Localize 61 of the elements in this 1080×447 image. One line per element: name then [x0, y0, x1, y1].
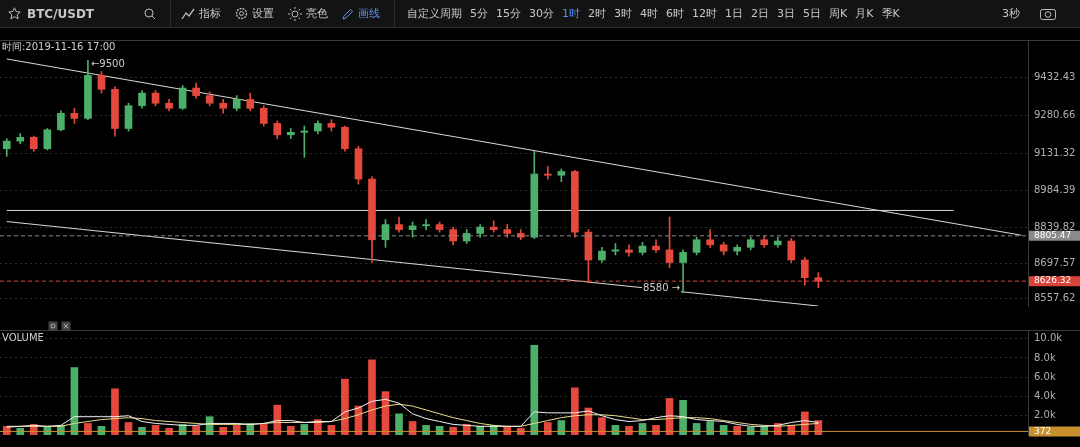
bar	[598, 417, 606, 435]
text: 2日	[751, 6, 770, 21]
text: 设置	[252, 6, 275, 21]
bar	[259, 424, 268, 435]
candlestick	[652, 239, 660, 253]
text: 15分	[496, 6, 522, 21]
y-tick-label: 9280.66	[1034, 109, 1076, 121]
bar	[422, 425, 430, 435]
bar	[706, 421, 714, 435]
y-tick-label: 4.0k	[1034, 390, 1056, 402]
bar	[368, 359, 376, 435]
text: 4时	[640, 6, 659, 21]
y-tick-label: 6.0k	[1034, 370, 1056, 382]
bar	[232, 425, 241, 435]
candlestick	[625, 244, 633, 257]
text: 6时	[666, 6, 685, 21]
text: 月K	[855, 6, 874, 21]
text: 周K	[829, 6, 848, 21]
y-tick-label: 10.0k	[1034, 332, 1063, 344]
bar	[395, 413, 403, 435]
bar	[543, 422, 552, 435]
y-tick-label: 2.0k	[1034, 409, 1056, 421]
bar	[530, 345, 539, 435]
annotation: 时间:2019-11-16 17:00	[2, 40, 116, 52]
chart-title: BTC/USDT	[27, 6, 95, 21]
text: 3秒	[1002, 6, 1020, 21]
text: 1日	[725, 6, 744, 21]
chart-title: VOLUME	[2, 331, 44, 343]
text: 亮色	[306, 6, 329, 21]
text: 自定义周期	[407, 6, 463, 21]
text: 1时	[562, 6, 581, 21]
ref-line-label: 8805.47	[1034, 230, 1072, 241]
text: 画线	[358, 6, 381, 21]
text: 指标	[199, 6, 222, 21]
annotation: 8580 →	[643, 282, 681, 294]
candlestick	[543, 166, 552, 180]
y-tick-label: 8839.82	[1034, 220, 1076, 232]
y-tick-label: 8697.57	[1034, 256, 1076, 268]
y-tick-label: 9131.32	[1034, 147, 1076, 159]
text: 3时	[614, 6, 633, 21]
candlestick	[422, 219, 430, 230]
candlestick	[489, 220, 498, 233]
annotation: ←9500	[90, 57, 125, 69]
text: 3日	[777, 6, 796, 21]
y-tick-label: 8.0k	[1034, 351, 1056, 363]
text: 2时	[588, 6, 607, 21]
y-tick-label: 8984.39	[1034, 184, 1076, 196]
y-tick-label: 8557.62	[1034, 292, 1076, 304]
bar	[111, 388, 119, 435]
bar	[652, 425, 660, 435]
text: 30分	[529, 6, 555, 21]
text: 5分	[470, 6, 489, 21]
text: 季K	[881, 6, 900, 21]
bar	[84, 423, 92, 435]
text: 5日	[803, 6, 822, 21]
y-tick-label: 9432.43	[1034, 70, 1076, 82]
text: 12时	[692, 6, 718, 21]
ref-line-label: 8626.32	[1034, 275, 1072, 286]
ref-line-label: 372	[1034, 425, 1052, 436]
bar	[571, 387, 579, 435]
bar	[341, 378, 349, 435]
